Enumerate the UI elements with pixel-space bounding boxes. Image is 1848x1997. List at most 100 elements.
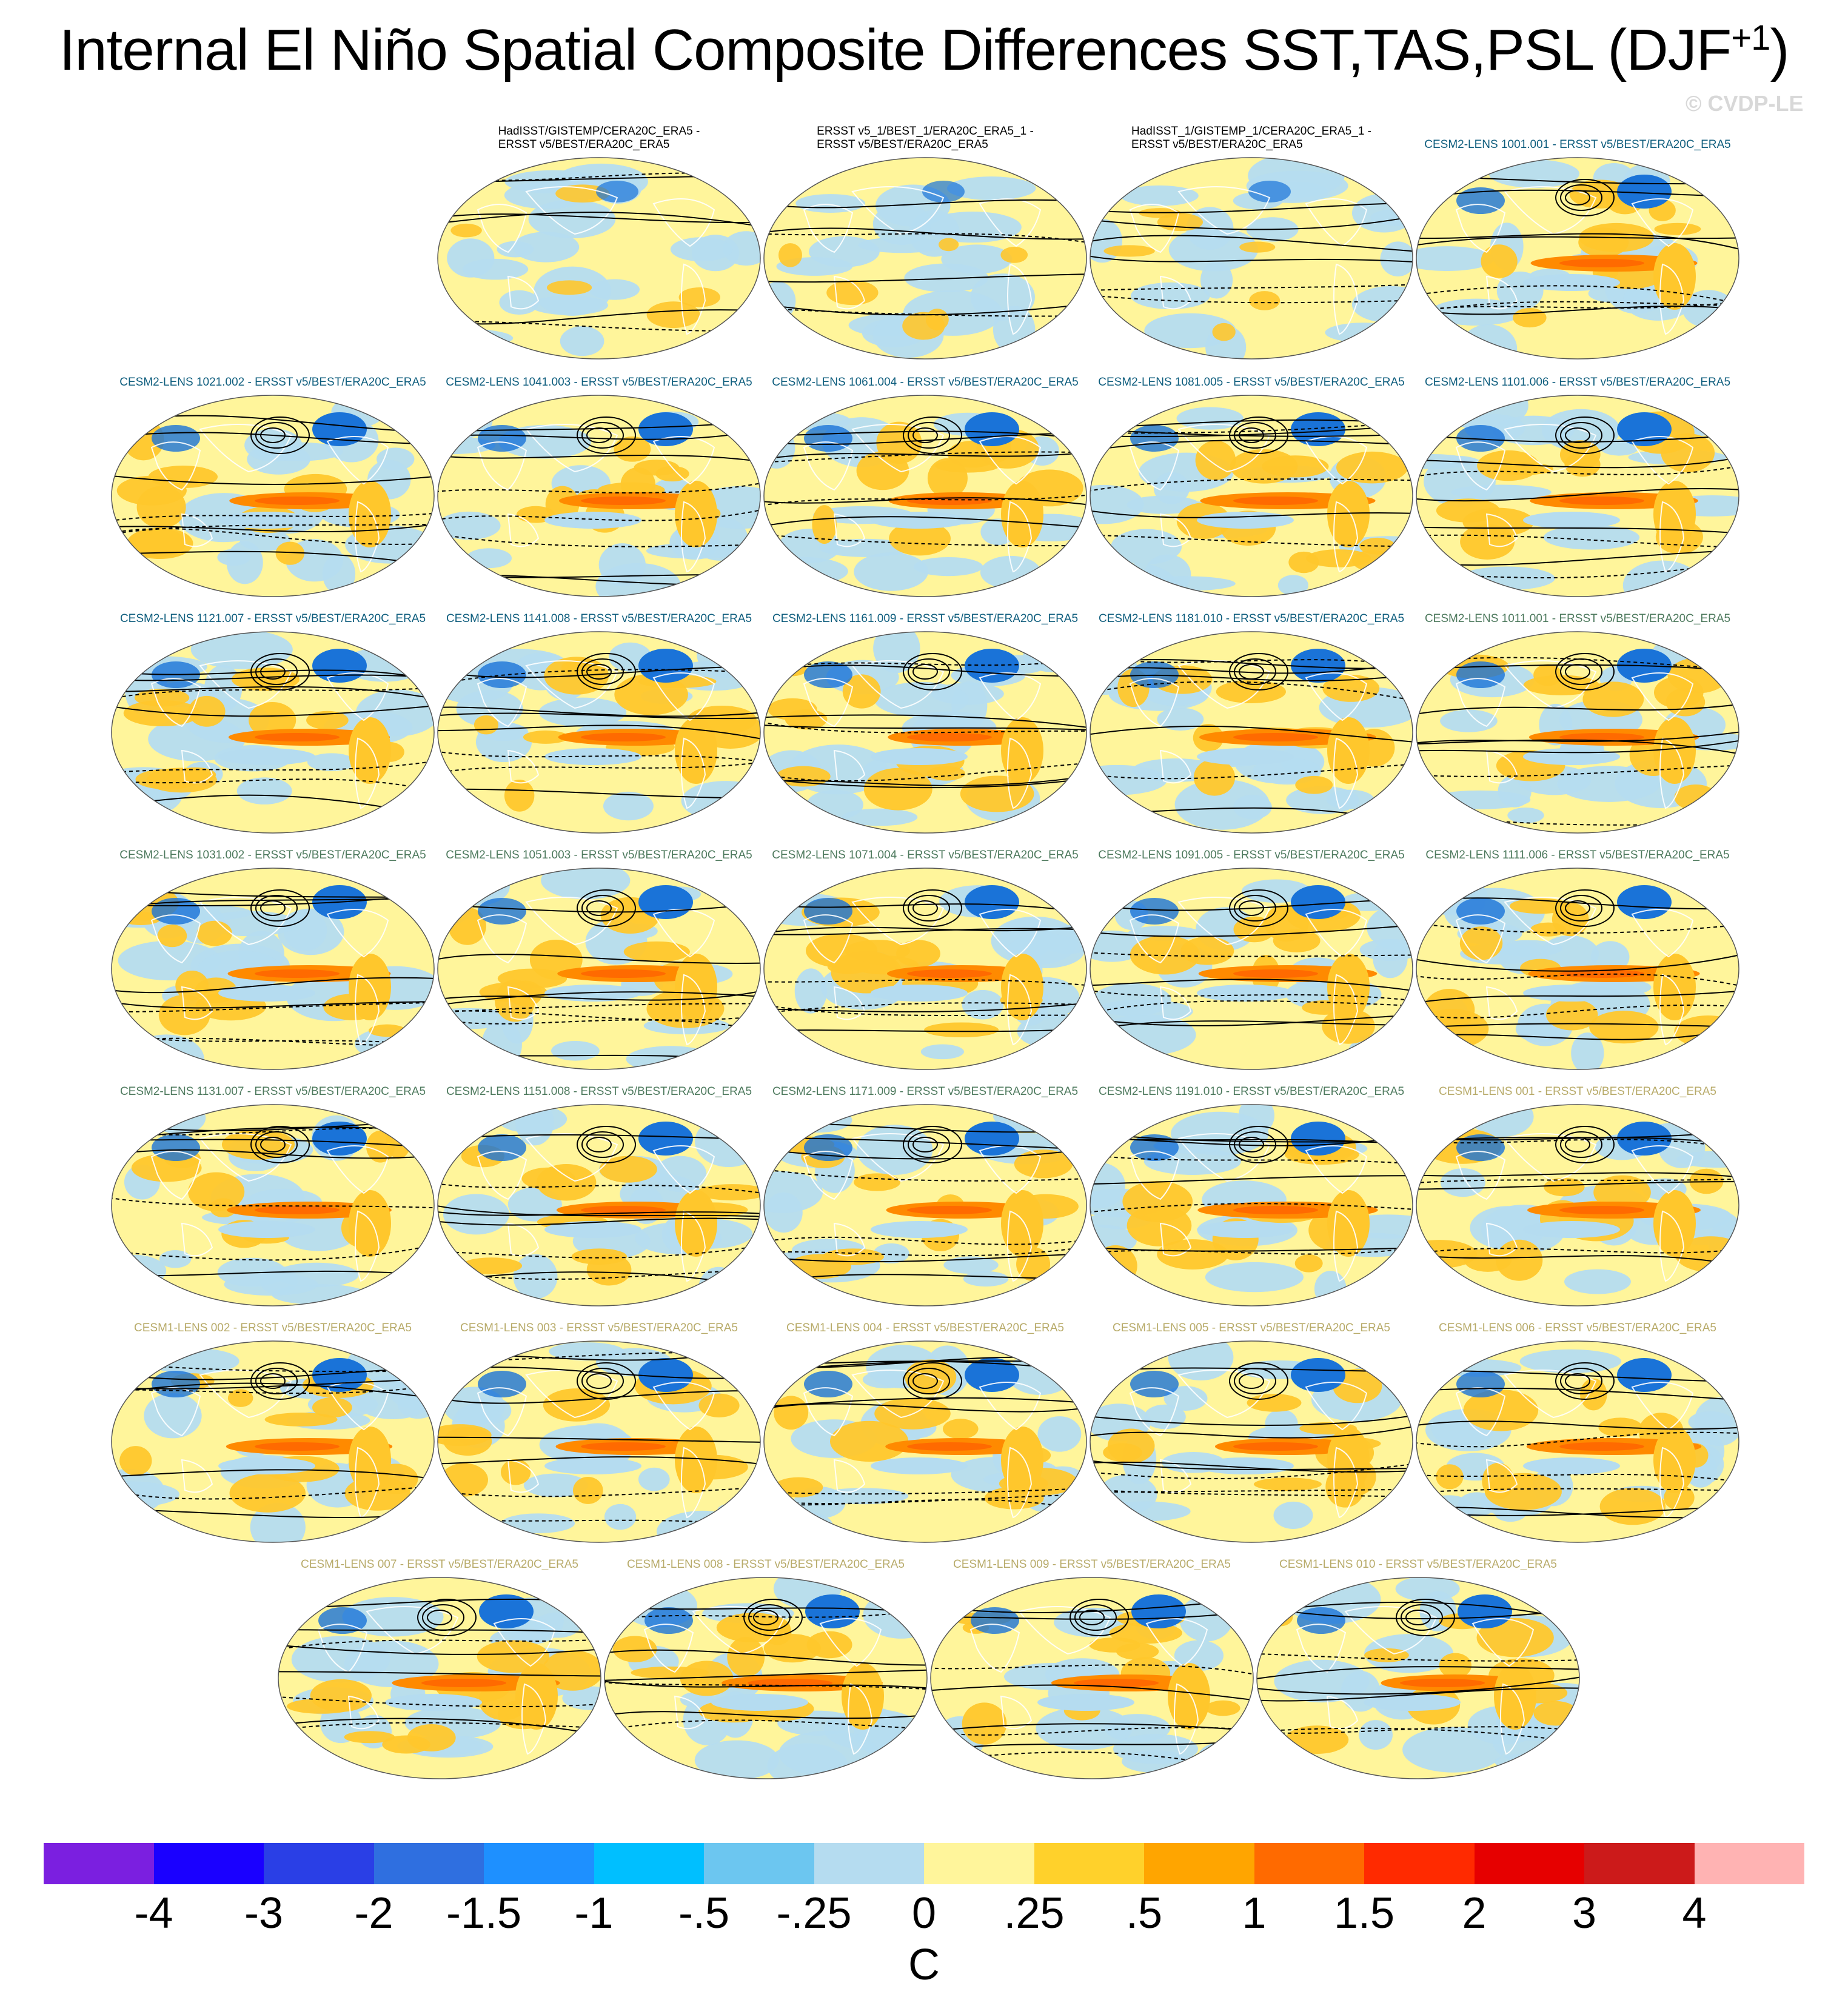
panel-title: HadISST/GISTEMP/CERA20C_ERA5 - ERSST v5/B… bbox=[498, 125, 700, 151]
colorbar-tick-label: 1 bbox=[1242, 1889, 1267, 1938]
panel-title: CESM2-LENS 1041.003 - ERSST v5/BEST/ERA2… bbox=[446, 376, 752, 389]
map-panel: CESM1-LENS 007 - ERSST v5/BEST/ERA20C_ER… bbox=[276, 1535, 603, 1784]
map-panel: CESM1-LENS 002 - ERSST v5/BEST/ERA20C_ER… bbox=[109, 1299, 437, 1547]
map-figure bbox=[1090, 631, 1413, 834]
colorbar-tick-label: -.25 bbox=[776, 1889, 852, 1938]
map-figure bbox=[111, 868, 435, 1070]
map-figure bbox=[437, 631, 761, 834]
map-figure bbox=[763, 631, 1087, 834]
colorbar-tick-label: -1.5 bbox=[446, 1889, 522, 1938]
map-panel: ERSST v5_1/BEST_1/ERA20C_ERA5_1 - ERSST v… bbox=[762, 115, 1089, 364]
colorbar-swatch bbox=[1364, 1843, 1475, 1884]
colorbar-swatch bbox=[924, 1843, 1034, 1884]
colorbar-swatch bbox=[1474, 1843, 1584, 1884]
map-figure bbox=[437, 395, 761, 597]
map-figure bbox=[1256, 1577, 1580, 1779]
colorbar-tick-label: -2 bbox=[354, 1889, 393, 1938]
colorbar-swatch bbox=[373, 1843, 484, 1884]
panel-title: CESM2-LENS 1181.010 - ERSST v5/BEST/ERA2… bbox=[1098, 612, 1405, 625]
colorbar-tick-label: 3 bbox=[1572, 1889, 1597, 1938]
map-panel: CESM2-LENS 1181.010 - ERSST v5/BEST/ERA2… bbox=[1088, 589, 1415, 838]
map-panel: CESM2-LENS 1031.002 - ERSST v5/BEST/ERA2… bbox=[109, 826, 437, 1074]
map-figure bbox=[930, 1577, 1254, 1779]
panel-title: CESM2-LENS 1071.004 - ERSST v5/BEST/ERA2… bbox=[772, 849, 1079, 861]
map-figure bbox=[111, 395, 435, 597]
panel-title: CESM2-LENS 1051.003 - ERSST v5/BEST/ERA2… bbox=[446, 849, 752, 861]
map-figure bbox=[1090, 1104, 1413, 1306]
map-figure bbox=[1416, 395, 1739, 597]
map-figure bbox=[763, 395, 1087, 597]
credit-text: © CVDP-LE bbox=[1686, 91, 1804, 116]
colorbar-swatch bbox=[153, 1843, 264, 1884]
map-figure bbox=[278, 1577, 601, 1779]
panel-title: CESM2-LENS 1101.006 - ERSST v5/BEST/ERA2… bbox=[1424, 376, 1731, 389]
map-panel: CESM1-LENS 009 - ERSST v5/BEST/ERA20C_ER… bbox=[928, 1535, 1256, 1784]
map-panel: CESM2-LENS 1061.004 - ERSST v5/BEST/ERA2… bbox=[762, 353, 1089, 601]
map-panel: CESM1-LENS 004 - ERSST v5/BEST/ERA20C_ER… bbox=[762, 1299, 1089, 1547]
panel-title: CESM1-LENS 010 - ERSST v5/BEST/ERA20C_ER… bbox=[1279, 1558, 1557, 1571]
figure-title: Internal El Niño Spatial Composite Diffe… bbox=[59, 18, 1790, 82]
map-panel: CESM2-LENS 1191.010 - ERSST v5/BEST/ERA2… bbox=[1088, 1062, 1415, 1311]
panel-title: CESM1-LENS 004 - ERSST v5/BEST/ERA20C_ER… bbox=[786, 1322, 1064, 1334]
map-panel: CESM2-LENS 1111.006 - ERSST v5/BEST/ERA2… bbox=[1414, 826, 1741, 1074]
map-figure bbox=[1090, 395, 1413, 597]
colorbar-tick-label: 1.5 bbox=[1333, 1889, 1395, 1938]
map-figure bbox=[604, 1577, 928, 1779]
map-figure bbox=[111, 1340, 435, 1543]
colorbar-swatch bbox=[704, 1843, 814, 1884]
colorbar-tick-label: .5 bbox=[1125, 1889, 1163, 1938]
panel-title: CESM2-LENS 1171.009 - ERSST v5/BEST/ERA2… bbox=[772, 1085, 1079, 1098]
panel-title: CESM1-LENS 005 - ERSST v5/BEST/ERA20C_ER… bbox=[1113, 1322, 1390, 1334]
map-panel: CESM2-LENS 1121.007 - ERSST v5/BEST/ERA2… bbox=[109, 589, 437, 838]
colorbar-tick-label: .25 bbox=[1003, 1889, 1065, 1938]
map-figure bbox=[437, 868, 761, 1070]
panel-title: CESM2-LENS 1111.006 - ERSST v5/BEST/ERA2… bbox=[1425, 849, 1730, 861]
map-figure bbox=[763, 1340, 1087, 1543]
panel-title: CESM1-LENS 001 - ERSST v5/BEST/ERA20C_ER… bbox=[1439, 1085, 1716, 1098]
map-figure bbox=[1416, 157, 1739, 360]
map-panel: CESM2-LENS 1161.009 - ERSST v5/BEST/ERA2… bbox=[762, 589, 1089, 838]
map-figure bbox=[111, 631, 435, 834]
panel-title: CESM2-LENS 1011.001 - ERSST v5/BEST/ERA2… bbox=[1424, 612, 1731, 625]
map-panel: CESM1-LENS 003 - ERSST v5/BEST/ERA20C_ER… bbox=[435, 1299, 763, 1547]
colorbar-swatch bbox=[264, 1843, 374, 1884]
map-panel: CESM1-LENS 008 - ERSST v5/BEST/ERA20C_ER… bbox=[602, 1535, 929, 1784]
panel-title: CESM2-LENS 1091.005 - ERSST v5/BEST/ERA2… bbox=[1098, 849, 1405, 861]
map-panel: CESM2-LENS 1081.005 - ERSST v5/BEST/ERA2… bbox=[1088, 353, 1415, 601]
colorbar-tick-label: 0 bbox=[911, 1889, 937, 1938]
panel-title: CESM2-LENS 1151.008 - ERSST v5/BEST/ERA2… bbox=[446, 1085, 752, 1098]
panel-title: CESM2-LENS 1021.002 - ERSST v5/BEST/ERA2… bbox=[119, 376, 426, 389]
map-figure bbox=[437, 1340, 761, 1543]
colorbar-tick-label: -3 bbox=[244, 1889, 284, 1938]
map-figure bbox=[1090, 1340, 1413, 1543]
colorbar-swatch bbox=[1144, 1843, 1254, 1884]
colorbar-swatch bbox=[1584, 1843, 1695, 1884]
map-panel: CESM2-LENS 1051.003 - ERSST v5/BEST/ERA2… bbox=[435, 826, 763, 1074]
map-panel: CESM2-LENS 1151.008 - ERSST v5/BEST/ERA2… bbox=[435, 1062, 763, 1311]
map-figure bbox=[763, 868, 1087, 1070]
colorbar bbox=[44, 1843, 1804, 1884]
map-panel: CESM2-LENS 1001.001 - ERSST v5/BEST/ERA2… bbox=[1414, 115, 1741, 364]
map-figure bbox=[1416, 868, 1739, 1070]
panel-title: CESM1-LENS 007 - ERSST v5/BEST/ERA20C_ER… bbox=[301, 1558, 578, 1571]
colorbar-tick-label: -.5 bbox=[678, 1889, 730, 1938]
colorbar-swatch bbox=[814, 1843, 924, 1884]
map-figure bbox=[437, 157, 761, 360]
panel-title: CESM2-LENS 1081.005 - ERSST v5/BEST/ERA2… bbox=[1098, 376, 1405, 389]
map-panel: CESM1-LENS 010 - ERSST v5/BEST/ERA20C_ER… bbox=[1254, 1535, 1582, 1784]
colorbar-swatch bbox=[1034, 1843, 1144, 1884]
panel-title: CESM2-LENS 1141.008 - ERSST v5/BEST/ERA2… bbox=[446, 612, 752, 625]
panel-title: CESM2-LENS 1121.007 - ERSST v5/BEST/ERA2… bbox=[119, 612, 426, 625]
colorbar-swatch bbox=[1694, 1843, 1804, 1884]
map-figure bbox=[1416, 631, 1739, 834]
colorbar-swatch bbox=[484, 1843, 594, 1884]
map-figure bbox=[1416, 1104, 1739, 1306]
panel-title: CESM1-LENS 008 - ERSST v5/BEST/ERA20C_ER… bbox=[627, 1558, 905, 1571]
colorbar-swatch bbox=[594, 1843, 704, 1884]
panel-title: CESM2-LENS 1061.004 - ERSST v5/BEST/ERA2… bbox=[772, 376, 1079, 389]
map-panel: CESM2-LENS 1021.002 - ERSST v5/BEST/ERA2… bbox=[109, 353, 437, 601]
panel-title: CESM2-LENS 1161.009 - ERSST v5/BEST/ERA2… bbox=[772, 612, 1079, 625]
map-panel: CESM1-LENS 005 - ERSST v5/BEST/ERA20C_ER… bbox=[1088, 1299, 1415, 1547]
panel-title: CESM1-LENS 009 - ERSST v5/BEST/ERA20C_ER… bbox=[953, 1558, 1231, 1571]
panel-title: HadISST_1/GISTEMP_1/CERA20C_ERA5_1 - ERSS… bbox=[1131, 125, 1371, 151]
